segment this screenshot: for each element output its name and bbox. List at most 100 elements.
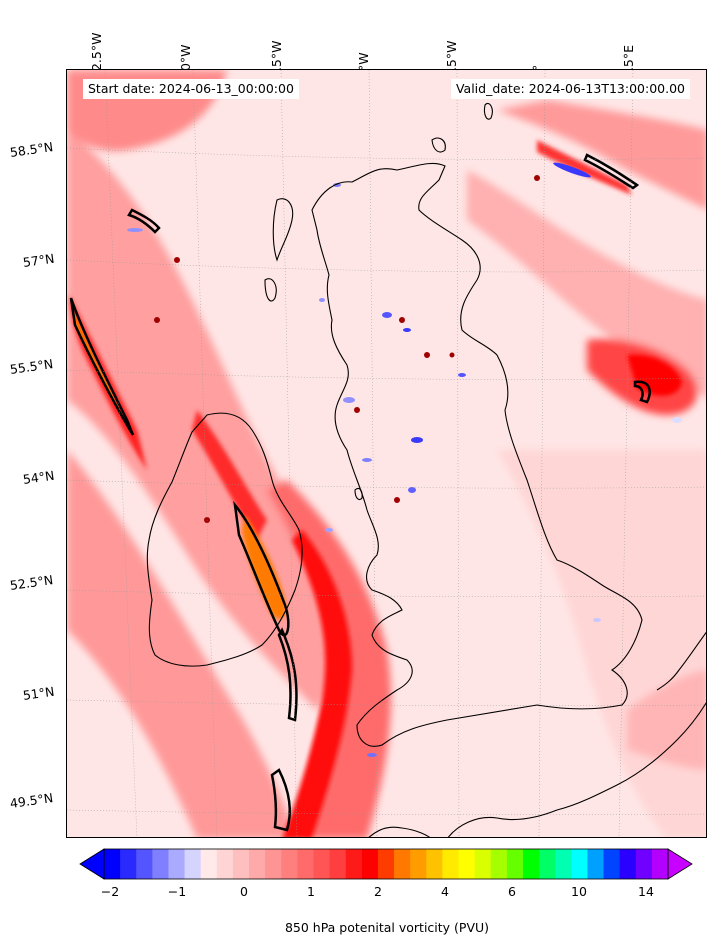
lat-label-49.5N: 49.5°N [8,790,55,811]
pv-contour-irish-sea [233,500,290,637]
colorbar-tick: 4 [441,884,449,899]
graticule [67,70,706,837]
colorbar-frame [103,848,669,880]
pv-vortex-dot [424,352,430,358]
colorbar-cell [458,849,476,879]
pv-negative-patch [362,458,372,462]
colorbar-cell [635,849,653,879]
colorbar-tick: −2 [100,884,120,899]
coast-orkney [431,137,446,153]
pv-negative-patch [367,753,377,757]
colorbar-cell [200,849,218,879]
pv-vortex-dot [534,175,540,181]
pv-orange-irish-sea [242,515,287,620]
colorbar-cell [265,849,282,879]
lat-label-51N: 51°N [21,683,56,703]
pv-negative-patch [672,417,682,423]
pv-vortex-dot [449,352,455,358]
pv-strong-ireland-west [192,410,267,540]
colorbar-tick: 1 [307,884,315,899]
pv-negative-patch [382,312,392,318]
colorbar-tick: 6 [508,884,516,899]
pv-negative-patch [593,618,601,622]
pv-negative-patch [343,397,355,403]
colorbar-cell [281,849,298,879]
coast-france [447,702,706,837]
pv-contours [69,153,651,832]
colorbar-tick: 10 [571,884,587,899]
coast-ireland [146,412,303,667]
coast-hebrides-south [264,278,277,302]
colorbar-cell [297,849,315,879]
coast-brittany [368,826,431,837]
lat-label-58.5N: 58.5°N [8,139,55,160]
colorbar-cell [490,849,508,879]
colorbar-tick: 14 [638,884,654,899]
lat-label-54N: 54°N [21,467,56,487]
coastlines [146,102,706,837]
map-panel: Start date: 2024-06-13_00:00:00 Valid_da… [66,69,707,838]
pv-negative-patch [411,437,423,443]
colorbar-cell [377,849,395,879]
colorbar-tick: 0 [240,884,248,899]
pv-field-map [67,70,706,837]
colorbar-cell [587,849,605,879]
start-date-label: Start date: 2024-06-13_00:00:00 [83,79,299,99]
coast-isle-of-man [354,487,363,501]
pv-negative-patch [319,298,325,302]
pv-contour-northwest [127,208,161,234]
pv-vortex-dot [354,407,360,413]
pv-negative-patch [403,328,411,332]
colorbar-cell [168,849,186,879]
colorbar-cell [410,849,427,879]
pv-contour-west-filament [69,297,135,436]
colorbar-cell [361,849,379,879]
colorbar-cell [120,849,137,879]
pv-band-southeast [627,670,706,770]
colorbar-cell [394,849,411,879]
colorbar-cell [522,849,540,879]
colorbar-cell [329,849,347,879]
pv-contour-north-sea [633,380,651,404]
colorbar-cell [184,849,202,879]
pv-strong-north-sea [627,354,682,396]
colorbar-cell [136,849,153,879]
colorbar-cell [506,849,524,879]
pv-band-west-upper [67,130,367,710]
colorbar-label: 850 hPa potenital vorticity (PVU) [284,920,490,935]
colorbar-cell [619,849,637,879]
pv-band-top-right [497,100,706,210]
pv-negative-patches [127,162,682,757]
colorbar-extend-high [667,848,693,880]
colorbar-cell [152,849,170,879]
coast-great-britain [311,162,643,747]
pv-negative-patch [553,162,591,178]
colorbar-cell [426,849,443,879]
colorbar-cell [555,849,572,879]
colorbar-cell [104,849,121,879]
colorbar [79,848,693,880]
pv-contour-channel-north [277,627,298,722]
pv-negative-patch [325,528,333,532]
lat-label-52.5N: 52.5°N [8,572,55,593]
pv-vortex-dot [154,317,160,323]
lat-label-57N: 57°N [21,250,56,270]
colorbar-cell [216,849,234,879]
colorbar-cell [442,849,460,879]
colorbar-cell [232,849,250,879]
colorbar-cell [539,849,556,879]
coast-hebrides [272,198,294,262]
pv-negative-patch [458,373,466,377]
pv-contour-northeast [583,153,640,190]
pv-contour-channel-south [270,768,291,832]
colorbar-cell [603,849,621,879]
colorbar-cell [313,849,331,879]
colorbar-cell [651,849,669,879]
colorbar-tick: −1 [167,884,187,899]
pv-vortex-dots [154,175,540,523]
colorbar-cells [104,849,669,879]
valid-date-label: Valid_date: 2024-06-13T13:00:00.00 [450,79,690,99]
colorbar-cell [571,849,589,879]
colorbar-extend-low [79,848,105,880]
colorbar-cell [345,849,363,879]
